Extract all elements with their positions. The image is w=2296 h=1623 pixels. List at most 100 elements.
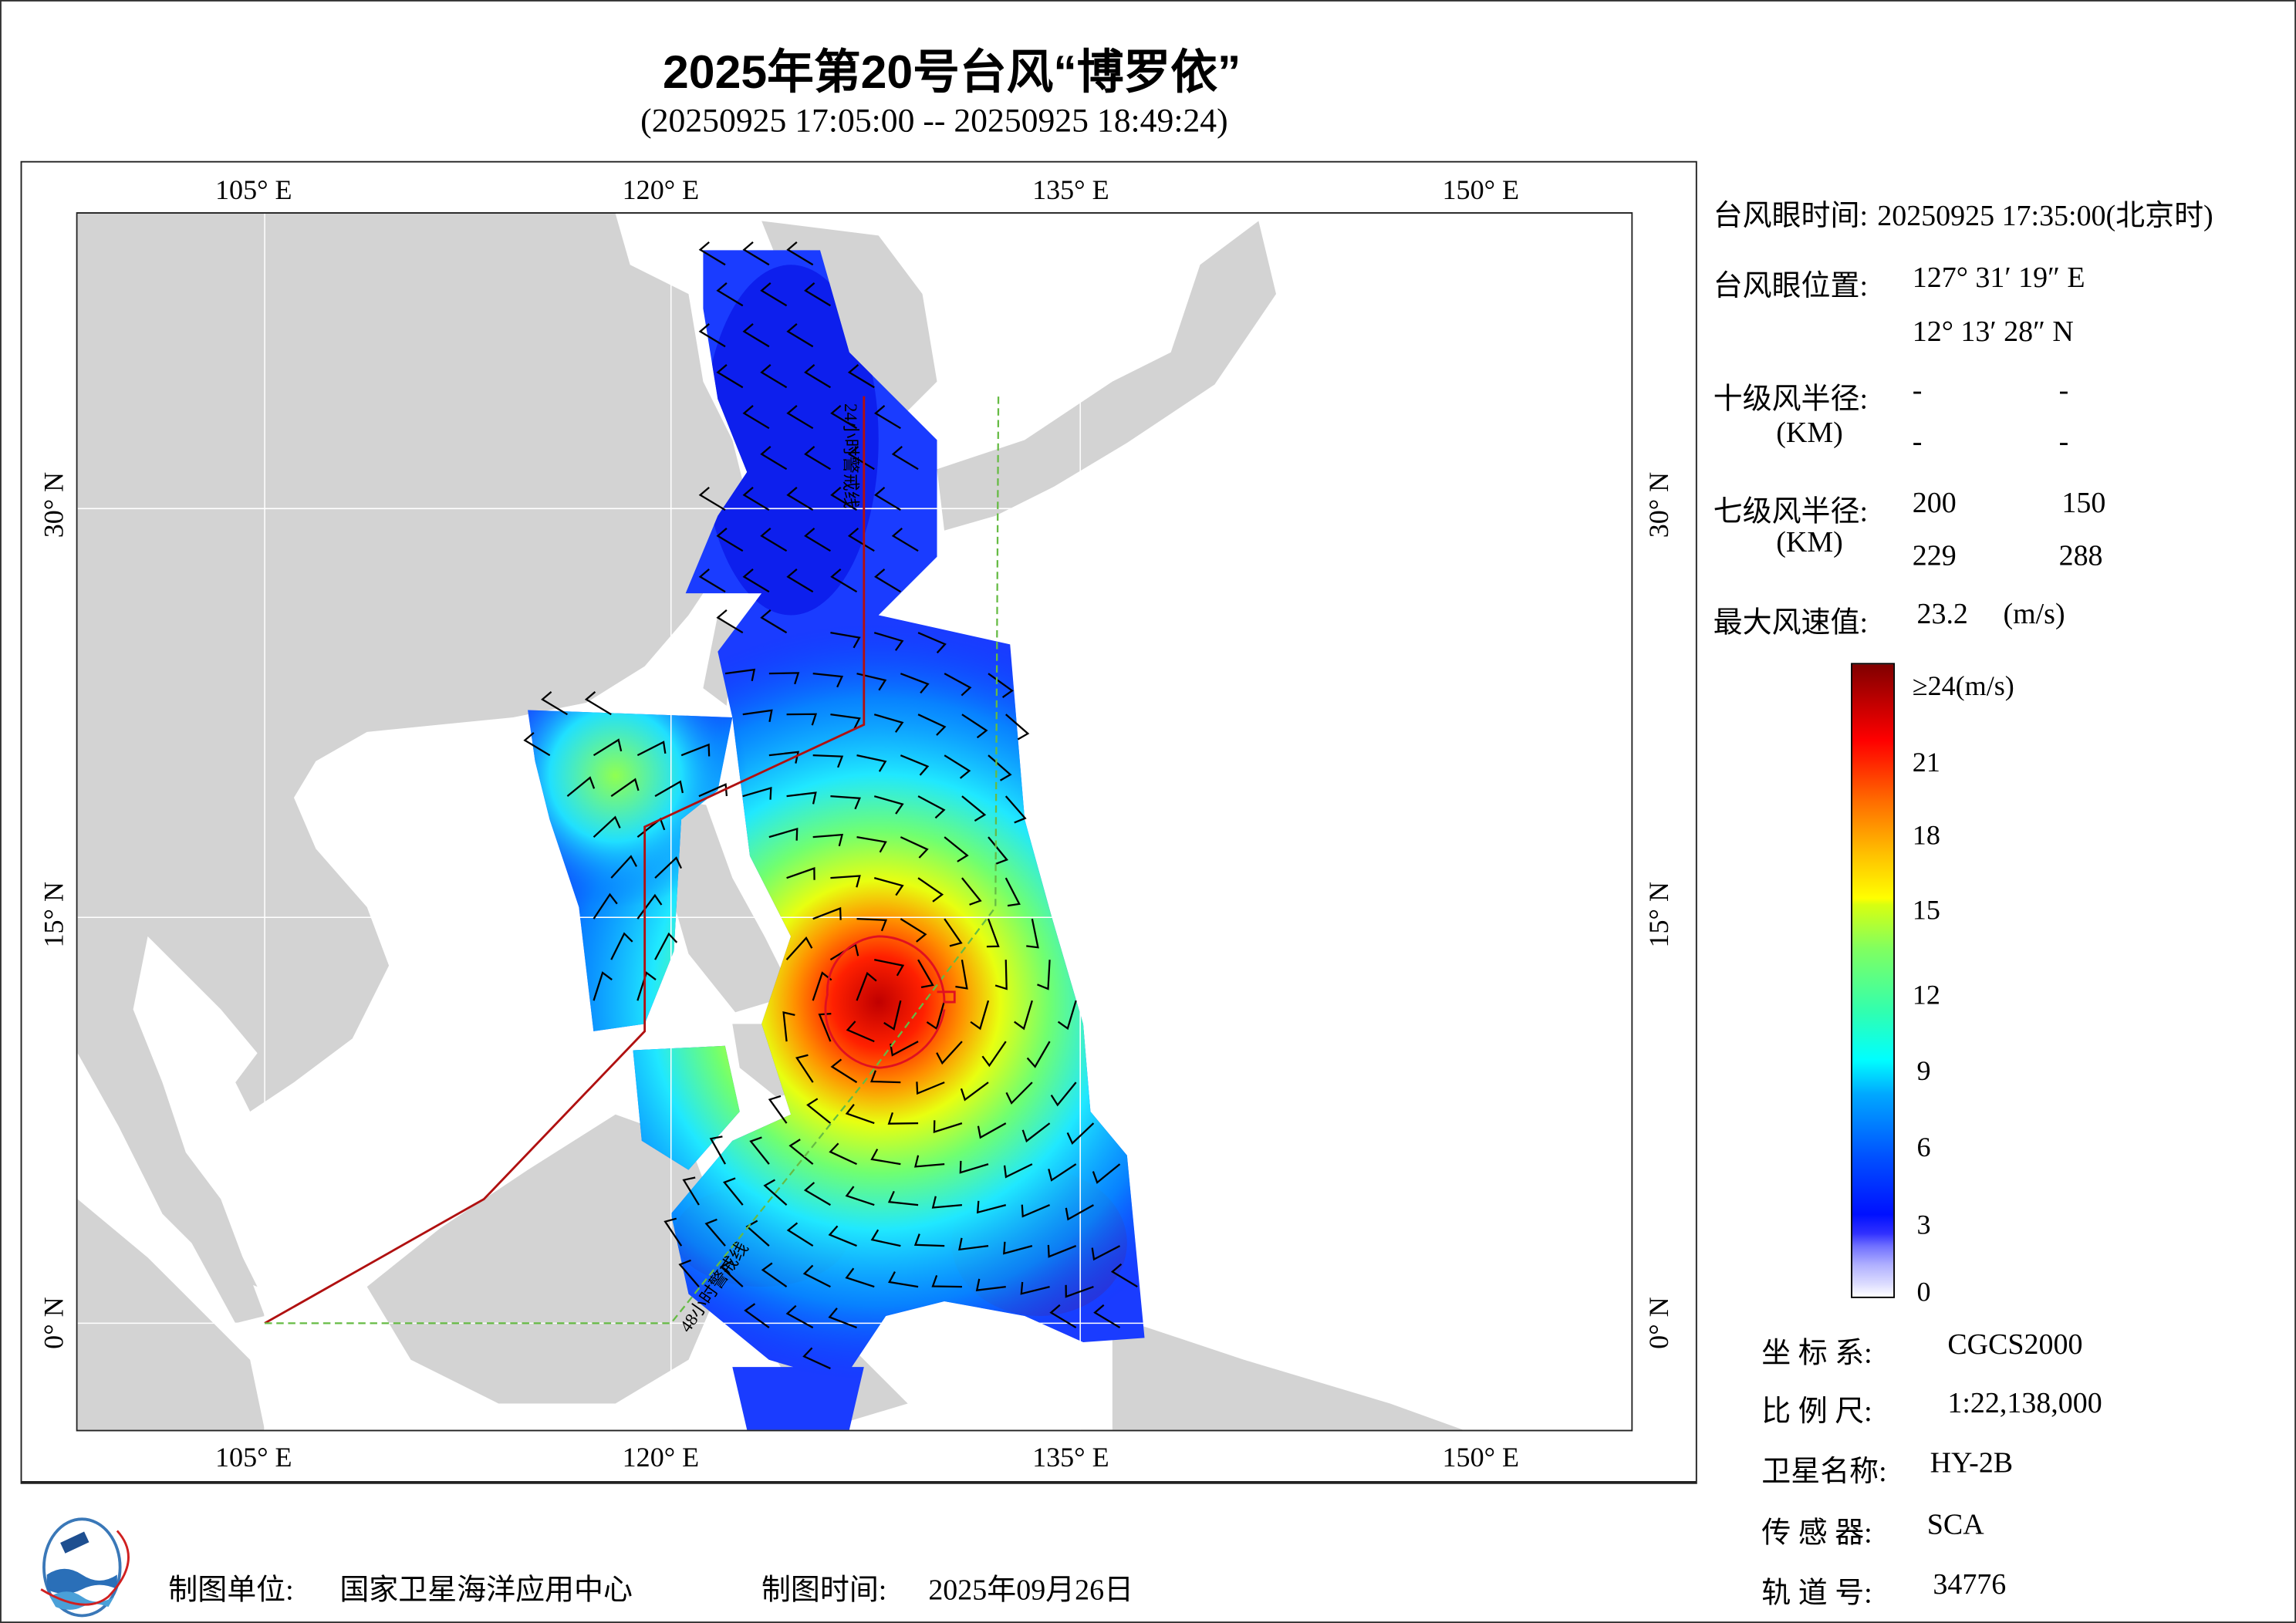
date-label: 制图时间:: [761, 1574, 887, 1608]
crs-value: CGCS2000: [1947, 1328, 2083, 1361]
wind-barb: [829, 943, 859, 961]
wind-barb: [610, 932, 633, 960]
wind-barb: [716, 527, 744, 552]
eye-time-label: 台风眼时间:: [1713, 200, 1869, 233]
wind-barb: [1026, 918, 1039, 949]
wind-barb: [744, 1303, 770, 1328]
wind-barb: [1091, 1245, 1121, 1261]
land-borneo: [366, 1114, 733, 1404]
lon-tick-top-135: 135° E: [1032, 175, 1109, 207]
wind-barb: [709, 1135, 727, 1165]
wind-barb: [724, 668, 756, 682]
wind-barb: [636, 741, 667, 757]
wind-barb: [786, 791, 817, 805]
wind-barb: [593, 738, 623, 757]
wind-barb: [768, 672, 800, 685]
lat-tick-left-30: 30° N: [39, 471, 71, 538]
wind-barb: [680, 743, 711, 757]
wind-barb: [566, 776, 596, 798]
wind-barb: [788, 1139, 814, 1165]
crs-label: 坐 标 系:: [1761, 1338, 1872, 1370]
wind-barb: [917, 795, 946, 819]
wind-barb: [900, 836, 929, 859]
wind-barb: [742, 405, 770, 430]
wind-barb: [994, 960, 1008, 990]
wind-barb: [804, 446, 832, 471]
wind-barb: [873, 632, 904, 651]
wind-barb: [887, 1112, 919, 1125]
wind-barb: [1021, 1204, 1051, 1218]
wind-barb: [936, 1041, 963, 1065]
wind-barb: [1048, 1163, 1077, 1182]
wind-barb: [1020, 1281, 1050, 1295]
colorbar-label-12: 12: [1912, 980, 1940, 1011]
wind-barb: [682, 1176, 700, 1206]
wind-barb: [917, 959, 934, 989]
lat-tick-left-15: 15° N: [39, 882, 71, 948]
org-value: 国家卫星海洋应用中心: [339, 1574, 633, 1608]
max-wind-unit: (m/s): [2003, 598, 2065, 631]
wind-barb: [584, 690, 612, 716]
wind-barb: [856, 754, 887, 772]
wind-barb: [845, 1103, 875, 1125]
r7-nw: 288: [2058, 540, 2103, 572]
colorbar-label-0: 0: [1916, 1277, 1931, 1309]
wind-barb: [900, 673, 930, 694]
land-luzon: [659, 798, 794, 1013]
wind-barb: [1110, 1263, 1138, 1288]
wind-barb: [636, 893, 663, 919]
wind-barb: [1021, 1122, 1051, 1143]
wind-barb: [891, 446, 919, 471]
wind-barb: [610, 778, 640, 798]
wind-barb: [749, 1136, 770, 1165]
wind-barb: [846, 1021, 875, 1043]
org-label: 制图单位:: [168, 1574, 294, 1608]
wind-barb: [845, 1267, 875, 1288]
r7-unit: (KM): [1776, 526, 1843, 559]
wind-barb: [698, 241, 726, 266]
wind-barb: [742, 323, 770, 348]
wind-barb: [698, 568, 726, 593]
wind-barb: [1004, 877, 1021, 907]
wind-barb: [1066, 1122, 1095, 1145]
wind-barb: [870, 1070, 901, 1084]
warning-line-24h: [264, 396, 866, 1324]
wind-barb: [976, 1200, 1007, 1214]
wind-barb: [678, 1259, 700, 1287]
wind-barb: [760, 609, 788, 634]
wind-barb: [742, 568, 770, 593]
wind-barb: [610, 855, 638, 879]
page-title: 2025年第20号台风“博罗依”: [663, 45, 1241, 99]
wind-barb: [1049, 1304, 1077, 1329]
wind-barb: [722, 1177, 744, 1206]
wind-barb: [955, 959, 968, 990]
colorbar-label-9: 9: [1916, 1056, 1931, 1088]
wind-barb: [870, 1149, 901, 1166]
wind-barb: [970, 1000, 990, 1031]
wind-barb: [961, 795, 987, 822]
wind-barb: [1003, 1163, 1033, 1179]
wind-barb: [1026, 1041, 1051, 1068]
wind-barb: [1003, 1241, 1033, 1255]
wind-barbs: [523, 241, 1138, 1370]
wind-barb: [698, 486, 726, 511]
r7-label: 七级风半径:: [1713, 496, 1869, 528]
sensor-value: SCA: [1926, 1509, 1984, 1541]
wind-barb: [593, 815, 621, 838]
land-asia-mainland: [77, 213, 748, 1287]
wind-barb: [960, 1081, 989, 1102]
wind-barb: [977, 1122, 1007, 1139]
wind-barb: [742, 486, 770, 511]
wind-barb: [830, 405, 858, 430]
wind-barb: [830, 486, 858, 511]
r7-sw: 229: [1912, 540, 1957, 572]
wind-barb: [981, 1041, 1007, 1068]
wind-barb: [763, 1179, 788, 1206]
wind-barb: [806, 1098, 832, 1124]
eye-position-label: 台风眼位置:: [1713, 270, 1869, 303]
wind-field-map[interactable]: 24小时警戒线 48小时警戒线: [76, 212, 1633, 1432]
wind-barb: [812, 833, 844, 847]
wind-speed-colorbar: [1851, 663, 1896, 1298]
wind-barb: [870, 1229, 901, 1247]
wind-barb: [761, 1262, 788, 1288]
